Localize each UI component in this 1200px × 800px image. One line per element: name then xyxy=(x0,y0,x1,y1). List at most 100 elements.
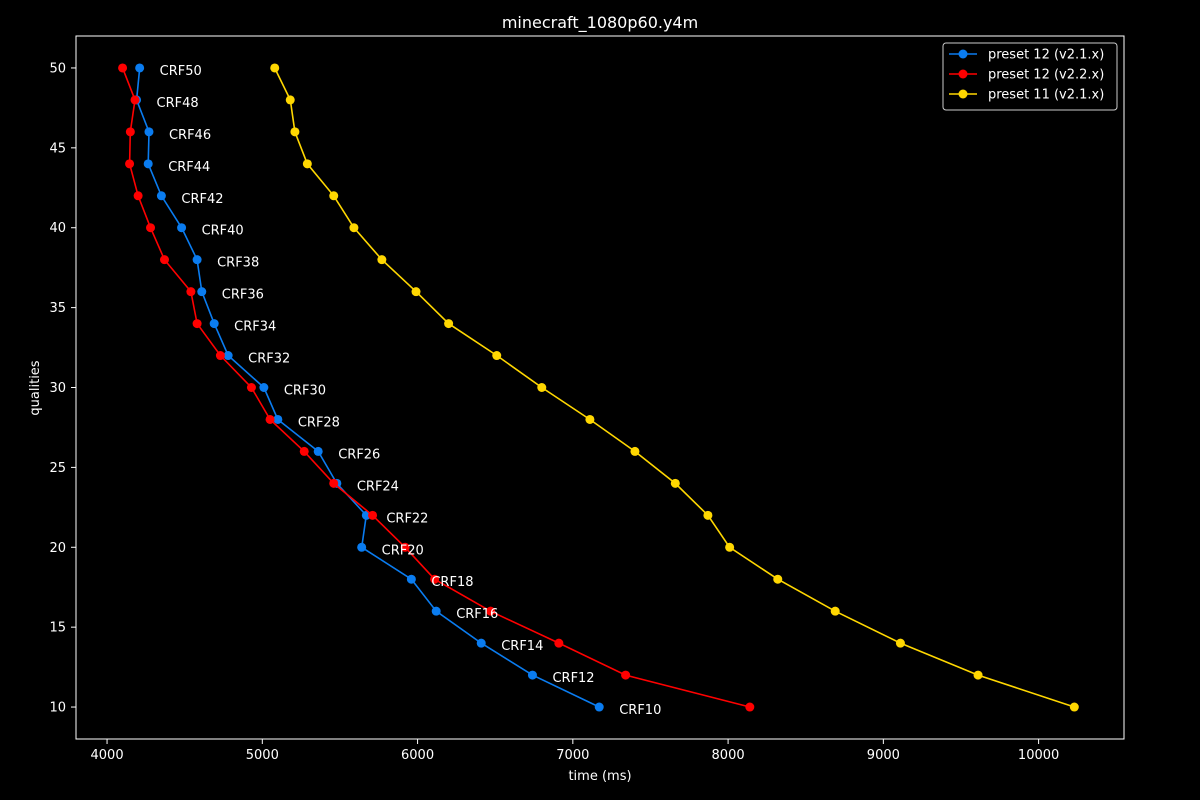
y-tick-label: 20 xyxy=(49,541,66,556)
crf-label: CRF48 xyxy=(157,96,199,111)
data-point xyxy=(349,223,359,233)
legend-label: preset 12 (v2.2.x) xyxy=(988,68,1104,83)
data-point xyxy=(406,574,416,584)
data-point xyxy=(192,319,202,329)
data-point xyxy=(492,351,502,361)
chart-title: minecraft_1080p60.y4m xyxy=(502,13,698,33)
legend-box xyxy=(942,42,1118,111)
y-tick-label: 15 xyxy=(49,621,66,636)
data-point xyxy=(186,287,196,297)
data-point xyxy=(1069,702,1079,712)
crf-label: CRF28 xyxy=(298,415,340,430)
data-point xyxy=(486,606,496,616)
data-point xyxy=(357,542,367,552)
crf-labels: CRF50 CRF48 CRF46 CRF44 CRF42 CRF40 CRF38 CRF36… xyxy=(157,64,662,718)
y-axis: 10 15 20 25 30 35 40 45 50 xyxy=(49,61,76,716)
data-point xyxy=(554,638,564,648)
crf-label: CRF16 xyxy=(456,607,498,622)
series-3 xyxy=(270,63,1079,712)
data-point xyxy=(377,255,387,265)
data-point xyxy=(118,63,128,73)
data-point xyxy=(143,159,153,169)
data-point xyxy=(259,383,269,392)
data-point xyxy=(895,638,905,648)
x-axis: 4000 5000 6000 7000 8000 9000 10000 xyxy=(91,739,1059,763)
x-tick-label: 4000 xyxy=(91,748,124,763)
data-point xyxy=(223,351,233,361)
series-line xyxy=(273,67,1075,708)
crf-label: CRF38 xyxy=(217,256,259,271)
x-tick-label: 10000 xyxy=(1018,748,1059,763)
data-point xyxy=(431,606,441,616)
crf-label: CRF14 xyxy=(501,639,543,654)
crf-label: CRF50 xyxy=(160,64,202,79)
crf-label: CRF30 xyxy=(284,384,326,399)
data-point xyxy=(290,127,300,137)
data-point xyxy=(411,287,421,297)
series-2 xyxy=(118,63,755,712)
legend-marker xyxy=(958,49,968,59)
data-point xyxy=(302,159,312,169)
data-point xyxy=(135,63,145,73)
data-point xyxy=(313,446,323,456)
crf-label: CRF32 xyxy=(248,352,290,367)
data-point xyxy=(246,383,256,392)
legend-entry: preset 12 (v2.1.x) xyxy=(949,48,1104,63)
y-tick-label: 35 xyxy=(49,301,66,316)
data-point xyxy=(133,191,143,201)
crf-label: CRF42 xyxy=(181,192,223,207)
data-point xyxy=(368,510,378,520)
data-point xyxy=(125,127,135,137)
crf-label: CRF40 xyxy=(202,224,244,239)
data-point xyxy=(773,574,783,584)
data-point xyxy=(630,446,640,456)
crf-label: CRF20 xyxy=(382,543,424,558)
data-point xyxy=(329,478,339,488)
data-point xyxy=(973,670,983,680)
data-point xyxy=(156,191,166,201)
y-tick-label: 40 xyxy=(49,221,66,236)
x-tick-label: 5000 xyxy=(246,748,279,763)
crf-label: CRF18 xyxy=(431,575,473,590)
data-point xyxy=(270,63,280,73)
x-tick-label: 6000 xyxy=(401,748,434,763)
legend-entry: preset 12 (v2.2.x) xyxy=(949,68,1104,83)
data-point xyxy=(192,255,202,265)
data-point xyxy=(273,414,283,424)
x-tick-label: 7000 xyxy=(556,748,589,763)
y-tick-label: 45 xyxy=(49,141,66,156)
data-point xyxy=(209,319,219,329)
crf-label: CRF12 xyxy=(552,671,594,686)
x-tick-label: 8000 xyxy=(712,748,745,763)
crf-label: CRF22 xyxy=(386,511,428,526)
y-tick-label: 30 xyxy=(49,381,66,396)
legend-label: preset 12 (v2.1.x) xyxy=(988,48,1104,63)
x-axis-label: time (ms) xyxy=(568,769,631,784)
data-point xyxy=(400,542,410,552)
crf-label: CRF24 xyxy=(357,479,399,494)
crf-label: CRF10 xyxy=(619,703,661,718)
data-point xyxy=(146,223,156,233)
data-point xyxy=(329,191,339,201)
data-point xyxy=(527,670,537,680)
series-layer xyxy=(118,63,1079,712)
data-point xyxy=(265,414,275,424)
data-point xyxy=(285,95,295,105)
data-point xyxy=(594,702,604,712)
crf-label: CRF26 xyxy=(338,447,380,462)
crf-label: CRF46 xyxy=(169,128,211,143)
x-tick-label: 9000 xyxy=(867,748,900,763)
data-point xyxy=(144,127,154,137)
data-point xyxy=(130,95,140,105)
legend-marker xyxy=(958,69,968,79)
data-point xyxy=(830,606,840,616)
legend-marker xyxy=(958,89,968,99)
data-point xyxy=(585,414,595,424)
y-tick-label: 50 xyxy=(49,61,66,76)
data-point xyxy=(159,255,169,265)
plot-frame xyxy=(75,35,1125,740)
crf-label: CRF34 xyxy=(234,320,276,335)
data-point xyxy=(125,159,135,169)
y-tick-label: 10 xyxy=(49,701,66,716)
data-point xyxy=(430,574,440,584)
